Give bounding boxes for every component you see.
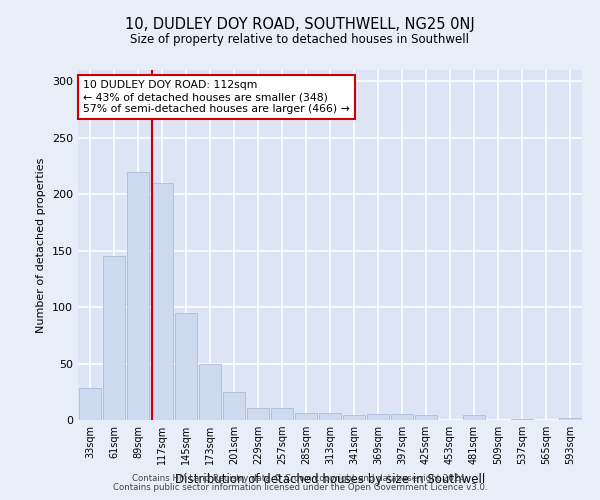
Bar (271, 408, 293, 420)
Bar (367, 414, 389, 420)
Bar (151, 183, 173, 420)
Bar (103, 256, 125, 420)
Text: 10 DUDLEY DOY ROAD: 112sqm
← 43% of detached houses are smaller (348)
57% of sem: 10 DUDLEY DOY ROAD: 112sqm ← 43% of deta… (83, 80, 350, 114)
Bar (127, 172, 149, 420)
Bar (559, 418, 581, 420)
Text: Contains HM Land Registry data © Crown copyright and database right 2024.: Contains HM Land Registry data © Crown c… (132, 474, 468, 483)
Bar (391, 414, 413, 420)
Text: Size of property relative to detached houses in Southwell: Size of property relative to detached ho… (131, 32, 470, 46)
Bar (295, 413, 317, 420)
Y-axis label: Number of detached properties: Number of detached properties (37, 158, 46, 332)
Bar (319, 413, 341, 420)
X-axis label: Distribution of detached houses by size in Southwell: Distribution of detached houses by size … (175, 472, 485, 486)
Bar (247, 408, 269, 420)
Bar (175, 312, 197, 420)
Bar (79, 388, 101, 420)
Bar (415, 416, 437, 420)
Bar (511, 419, 533, 420)
Bar (343, 416, 365, 420)
Text: 10, DUDLEY DOY ROAD, SOUTHWELL, NG25 0NJ: 10, DUDLEY DOY ROAD, SOUTHWELL, NG25 0NJ (125, 18, 475, 32)
Bar (199, 364, 221, 420)
Bar (463, 416, 485, 420)
Bar (223, 392, 245, 420)
Text: Contains public sector information licensed under the Open Government Licence v3: Contains public sector information licen… (113, 483, 487, 492)
